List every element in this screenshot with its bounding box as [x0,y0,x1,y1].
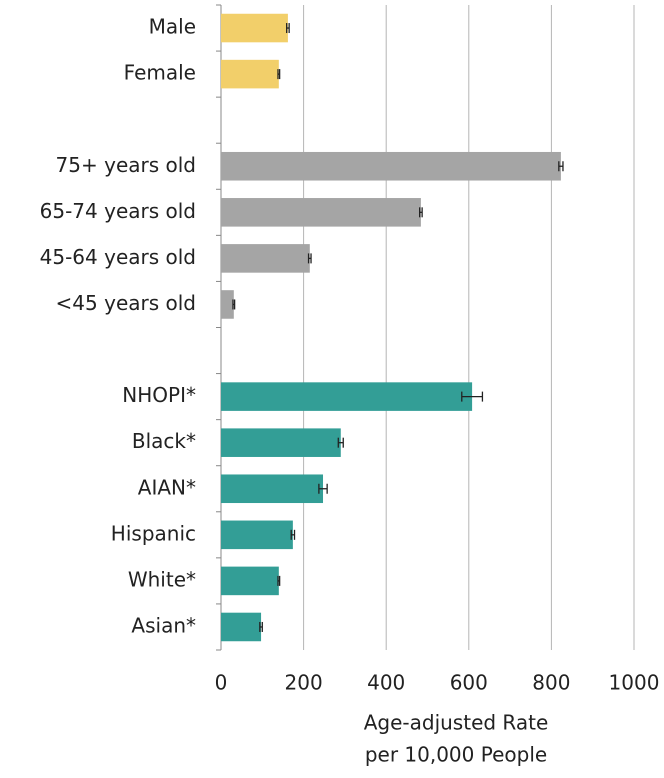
y-tick-label: Female [124,61,196,85]
y-tick-label: Asian* [131,613,196,637]
y-tick-label: Black* [132,429,196,453]
x-axis-label: Age-adjusted Rate [364,711,549,735]
x-tick-label: 400 [367,671,405,695]
x-tick-label: 0 [215,671,228,695]
y-tick-label: NHOPI* [122,383,196,407]
error-bar [419,207,423,218]
error-bar [232,299,236,310]
bar [221,151,561,181]
error-bar [277,69,281,80]
error-bar [337,437,344,448]
bar [221,428,341,457]
error-bar [558,161,564,172]
bar [221,520,293,550]
y-tick-label: 45-64 years old [40,245,196,269]
y-tick-label: AIAN* [138,475,196,499]
bar [221,59,279,89]
bar [221,13,288,43]
error-bar [318,483,328,494]
y-tick-label: Male [149,15,196,39]
y-tick-label: White* [128,567,196,591]
x-axis-label: per 10,000 People [365,743,547,767]
x-tick-label: 200 [285,671,323,695]
error-bar [277,575,281,586]
y-tick-label: <45 years old [56,291,196,315]
x-tick-label: 1000 [609,671,660,695]
y-tick-label: 65-74 years old [40,199,196,223]
bar [221,566,279,596]
bar [221,612,262,642]
bar [221,244,310,273]
error-bar [461,391,484,402]
bar [221,290,234,319]
error-bar [259,621,263,632]
error-bar [307,253,312,264]
bar [221,198,421,227]
bar [221,382,473,411]
x-tick-label: 800 [532,671,570,695]
y-tick-label: 75+ years old [56,153,196,177]
error-bar [286,23,290,34]
y-tick-label: Hispanic [111,521,196,545]
bar [221,474,324,504]
error-bar [290,529,296,540]
x-tick-label: 600 [450,671,488,695]
